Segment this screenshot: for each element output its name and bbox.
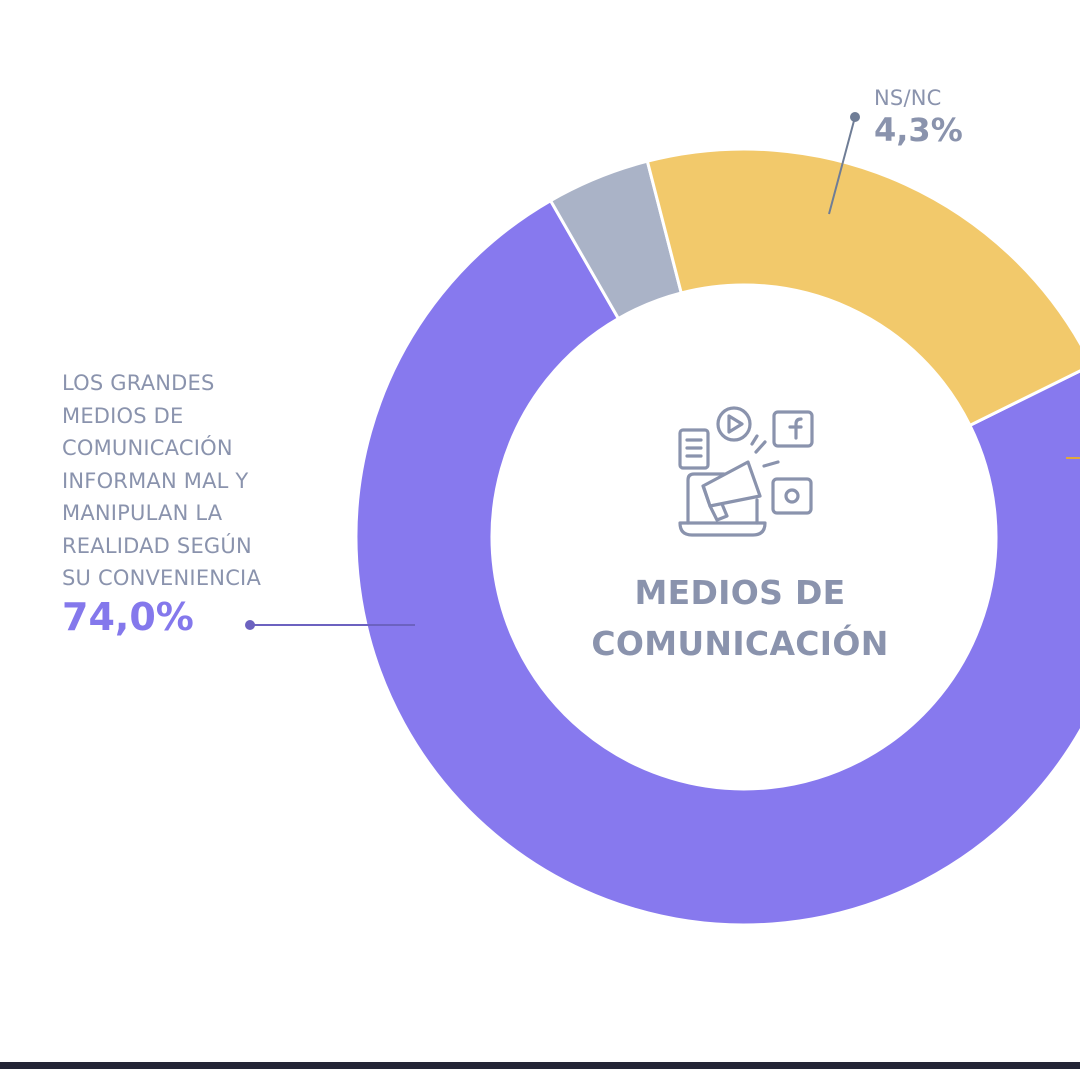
- slice-value-text: 74,0%: [62, 594, 194, 639]
- slice-manipulan: [354, 198, 1080, 927]
- leader-line-nsnc: [828, 116, 856, 215]
- leader-lines: [245, 112, 1080, 630]
- chart-center-title: MEDIOS DE COMUNICACIÓN: [591, 573, 889, 663]
- slice-label-text: NS/NC: [874, 86, 942, 110]
- megaphone-social-media-icon: [678, 406, 814, 537]
- leader-dot-manipulan: [245, 620, 255, 630]
- slice-value-text: 4,3%: [874, 111, 963, 149]
- slice-label-text: LOS GRANDES MEDIOS DE COMUNICACIÓN INFOR…: [62, 371, 262, 590]
- slice-label-manipulan: LOS GRANDES MEDIOS DE COMUNICACIÓN INFOR…: [62, 367, 362, 639]
- leader-dot-nsnc: [850, 112, 860, 122]
- bottom-edge-bar: [0, 1062, 1080, 1069]
- donut-slices: [354, 147, 1080, 927]
- slice-label-nsnc: NS/NC 4,3%: [874, 84, 1014, 148]
- slice-other: [645, 147, 1080, 428]
